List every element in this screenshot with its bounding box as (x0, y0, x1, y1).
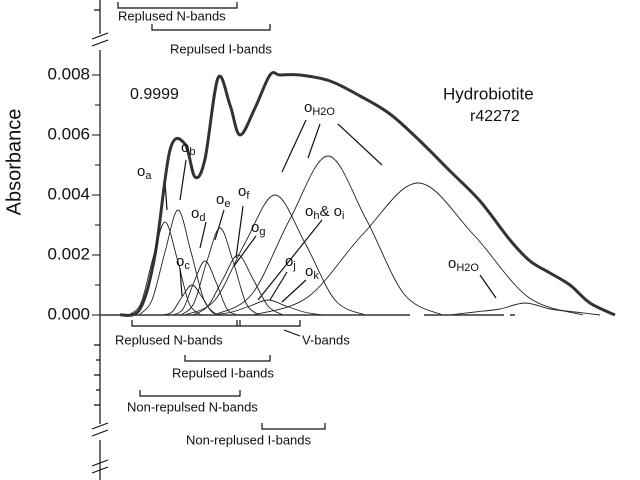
label-subscript: c (184, 260, 190, 272)
label-base: o (137, 163, 145, 180)
label-base: o (285, 253, 293, 270)
label-base: o (304, 99, 312, 116)
label-base: & o (319, 203, 342, 220)
y-tick-label: 0.008 (47, 64, 90, 83)
band-label: Repulsed I-bands (172, 365, 274, 380)
label-subscript: a (145, 170, 152, 182)
band-label: Replused N-bands (115, 332, 223, 347)
label-subscript: i (342, 210, 344, 222)
label-subscript: b (189, 146, 195, 158)
label-base: o (305, 263, 313, 280)
component-line (128, 221, 202, 316)
label-base: o (251, 219, 259, 236)
component-label: oj (285, 253, 296, 272)
component-line (213, 155, 443, 316)
component-line (180, 227, 260, 316)
y-axis-label: Absorbance (3, 109, 25, 216)
band-label: Repulsed I-bands (170, 41, 272, 56)
component-line (184, 194, 366, 316)
band-label: Non-replused I-bands (186, 432, 312, 447)
y-tick-label: 0.004 (47, 184, 90, 203)
component-label: ob (181, 139, 195, 158)
component-label: oH2O (448, 255, 479, 274)
label-base: o (238, 183, 246, 200)
component-label: oc (176, 253, 190, 272)
component-label: og (251, 219, 265, 238)
envelope-line (119, 71, 616, 317)
component-label: od (191, 205, 205, 224)
y-tick-label: 0.000 (47, 304, 90, 323)
component-line (252, 182, 584, 316)
label-subscript: H2O (312, 106, 335, 118)
axis-decor (91, 0, 497, 480)
label-subscript: e (224, 198, 230, 210)
label-base: o (216, 191, 224, 208)
label-base: o (448, 255, 456, 272)
label-base: o (176, 253, 184, 270)
label-subscript: d (199, 212, 205, 224)
component-label: of (238, 183, 250, 202)
label-subscript: g (259, 226, 265, 238)
band-label: V-bands (302, 332, 350, 347)
component-label: oh& oi (305, 203, 344, 222)
band-label: Non-repulsed N-bands (127, 399, 258, 414)
component-line (161, 284, 223, 316)
y-tick-label: 0.002 (47, 244, 90, 263)
label-base: o (181, 139, 189, 156)
label-subscript: j (292, 260, 295, 272)
component-line (449, 302, 601, 316)
component-label: ok (305, 263, 319, 282)
component-label: oe (216, 191, 230, 210)
label-subscript: H2O (456, 262, 479, 274)
label-subscript: k (313, 270, 319, 282)
component-line (213, 299, 323, 316)
sample-id: r42272 (470, 108, 520, 125)
component-line (171, 260, 239, 316)
sample-name: Hydrobiotite (443, 84, 534, 103)
label-base: o (191, 205, 199, 222)
label-subscript: h (313, 210, 319, 222)
label-base: o (305, 203, 313, 220)
label-subscript: f (246, 190, 250, 202)
component-label: oH2O (304, 99, 335, 118)
band-label: Replused N-bands (118, 8, 226, 23)
component-label: oa (137, 163, 152, 182)
fit-label: 0.9999 (130, 86, 179, 103)
y-tick-label: 0.006 (47, 124, 90, 143)
